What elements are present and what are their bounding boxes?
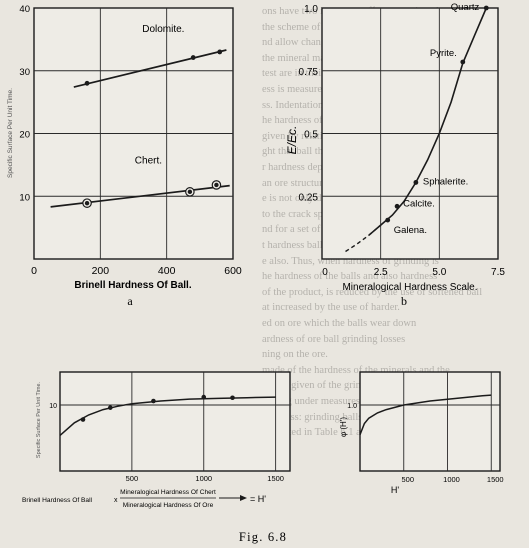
panel-a-x-tick: 200 (92, 265, 110, 277)
panel-a-series-line (73, 49, 227, 88)
background-text-line: test are in their. (262, 68, 327, 80)
panel-label-a: a (127, 294, 133, 308)
background-text-line: at increased by the use of harder. (262, 302, 400, 314)
background-text-line: he hardness of the balls and also hardne… (262, 271, 438, 283)
panel-a-x-tick: 400 (158, 265, 176, 277)
panel-d-chart: 500 1000 1500 1.0 H' φ (H') (339, 371, 504, 495)
panel-c-x-tick: 1000 (195, 474, 212, 483)
panel-b-point-label: Sphalerite. (423, 176, 468, 187)
panel-d-x-tick: 1500 (487, 475, 504, 484)
panel-b-point (394, 203, 400, 209)
panel-c-point (201, 394, 207, 400)
panel-a-chart: 0 200 400 600 10 20 30 40 Brinell Hardness Of Ba… (7, 4, 242, 291)
panel-b-point (385, 217, 391, 223)
panel-b-chart: 0 2.5 5.0 7.5 0.25 0.5 0.75 1.0 Mineralogical Ha… (285, 2, 505, 293)
panel-a-y-tick: 30 (19, 67, 30, 78)
panel-c-y-label: Specific Surface Per Unit Time. (36, 381, 42, 458)
panel-c-x-label-times: x (114, 497, 118, 504)
panel-a-point (190, 55, 196, 60)
panel-d-y-label: φ (H') (339, 417, 348, 437)
panel-a-x-tick: 600 (224, 265, 242, 277)
panel-a-x-label: Brinell Hardness Of Ball. (74, 280, 191, 291)
background-text-line: ardness of ore ball grinding losses (262, 333, 406, 345)
panel-d-x-label: H' (391, 485, 399, 495)
panel-c-x-tick: 1500 (267, 474, 284, 483)
panel-b-x-tick: 5.0 (432, 267, 446, 278)
panel-a-y-label: Specific Surface Per Unit Time. (7, 88, 14, 178)
panel-b-y-label: E/Ec. (285, 126, 299, 155)
panel-d-x-tick: 1000 (443, 475, 460, 484)
figure-caption: Fig. 6.8 (239, 530, 287, 544)
panel-b-x-tick: 0 (322, 267, 328, 278)
background-text-line: e also. Thus, when hardness of grinding … (262, 255, 439, 267)
panel-c-x-label-numerator: Mineralogical Hardness Of Chert (120, 489, 216, 496)
background-text-line: r hardness dependence. (262, 162, 360, 173)
background-text-line: ntering under measures to minerals of th… (262, 396, 437, 407)
panel-c-frame (59, 371, 291, 472)
panel-c-x-label-part: Brinell Hardness Of Ball (22, 497, 93, 504)
background-text-line: ed on ore which the balls wear down (262, 318, 417, 329)
panel-c-x-tick: 500 (126, 474, 139, 483)
panel-a-y-tick: 10 (19, 192, 30, 203)
background-text-line: hardness: grinding balls, (262, 411, 365, 423)
panel-d-curve (359, 394, 492, 435)
panel-a-point (217, 49, 223, 55)
panel-b-point (460, 59, 466, 65)
panel-a-series-label: Dolomite. (142, 24, 184, 35)
panel-c-point (151, 398, 156, 404)
panel-b-y-tick: 1.0 (304, 4, 318, 15)
panel-c-x-label-denominator: Mineralogical Hardness Of Ore (123, 502, 214, 509)
background-text-line: made of the hardness of the minerals and… (262, 364, 450, 376)
panel-b-x-tick: 2.5 (374, 267, 388, 278)
panel-a-x-tick: 0 (31, 265, 37, 277)
panel-c-x-label-arrow-head (240, 495, 247, 501)
panel-b-y-tick: 0.25 (299, 192, 319, 203)
panel-c-chart: 500 1000 1500 10 Specific Surface Per Unit T… (22, 371, 291, 509)
panel-a-point (187, 189, 193, 195)
panel-b-y-tick: 0.75 (299, 67, 319, 78)
background-text-line: ning on the ore. (262, 349, 328, 361)
panel-b-point-label: Calcite. (403, 198, 435, 209)
panel-c-x-label-part: = H' (250, 494, 266, 504)
panel-c-point (108, 405, 113, 410)
panel-c-y-tick: 10 (49, 403, 57, 410)
panel-a-series-label: Chert. (135, 156, 162, 167)
panel-b-point (413, 180, 419, 185)
panel-b-x-label: Mineralogical Hardness Scale. (342, 282, 477, 293)
panel-a-point (84, 200, 90, 206)
panel-a-y-tick: 40 (19, 4, 30, 15)
background-text-line: of the product, is reduced by the use of… (262, 286, 483, 298)
panel-d-frame (359, 371, 501, 472)
panel-d-y-tick: 1.0 (347, 403, 357, 410)
panel-b-y-tick: 0.5 (304, 130, 318, 141)
panel-b-point (483, 5, 489, 11)
panel-a-point (214, 182, 219, 188)
panel-d-x-tick: 500 (401, 475, 414, 484)
panel-b-point-label: Galena. (394, 225, 427, 236)
panel-b-point-label: Pyrite. (430, 48, 457, 59)
panel-a-series-line (50, 184, 230, 208)
panel-a-point (84, 80, 90, 86)
panel-label-b: b (401, 294, 407, 308)
panel-c-point (230, 395, 235, 401)
panel-a-y-tick: 20 (19, 130, 30, 141)
panel-b-x-tick: 7.5 (491, 267, 505, 278)
panel-c-point (80, 417, 86, 422)
panel-b-point-label: Quartz (451, 2, 480, 13)
